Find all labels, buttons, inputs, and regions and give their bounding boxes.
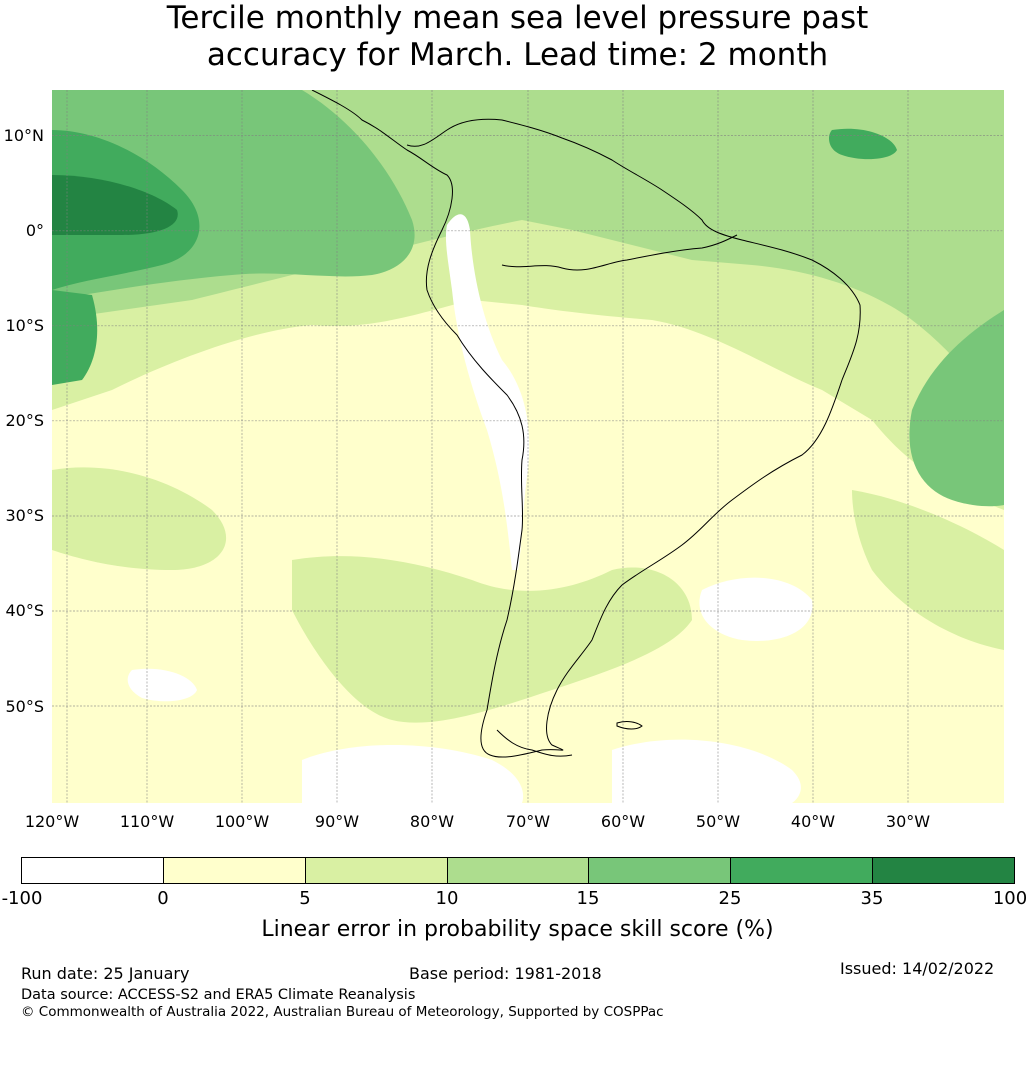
colorbar-segment-3	[447, 858, 590, 883]
tierra-del-fuego	[496, 729, 573, 757]
lon-label-50w: 50°W	[695, 812, 741, 831]
skill-zone-white-se2	[612, 739, 801, 803]
lat-label-10s: 10°S	[5, 316, 44, 335]
lon-label-60w: 60°W	[600, 812, 646, 831]
colorbar-tick-25: 25	[718, 888, 742, 909]
skill-zone-white-south	[302, 745, 524, 803]
lat-label-20s: 20°S	[5, 411, 44, 430]
skill-zone-white-andes	[445, 214, 530, 570]
base-period: Base period: 1981-2018	[409, 964, 602, 983]
colorbar-tick-0: 0	[157, 888, 169, 909]
skill-zone-ne-35	[829, 128, 897, 160]
skill-zone-west-low-35	[52, 290, 98, 385]
lon-label-70w: 70°W	[505, 812, 551, 831]
amazon-river	[501, 234, 738, 271]
lon-label-100w: 100°W	[214, 812, 270, 831]
colorbar-segment-6	[873, 858, 1015, 883]
lat-label-0: 0°	[25, 221, 44, 240]
graticule	[52, 90, 1004, 803]
lon-label-110w: 110°W	[119, 812, 175, 831]
lat-label-10n: 10°N	[3, 126, 44, 145]
lon-label-30w: 30°W	[885, 812, 931, 831]
colorbar-tick-5: 5	[299, 888, 311, 909]
title-line-2: accuracy for March. Lead time: 2 month	[206, 37, 829, 73]
map-svg	[52, 90, 1004, 803]
data-source: Data source: ACCESS-S2 and ERA5 Climate …	[21, 987, 416, 1003]
run-date: Run date: 25 January	[21, 964, 190, 983]
colorbar-segment-4	[589, 858, 732, 883]
skill-zone-east-25	[909, 310, 1004, 507]
skill-zone-white-se	[699, 577, 813, 641]
colorbar-tick-15: 15	[576, 888, 600, 909]
south-america-coastline	[311, 90, 861, 758]
chart-title: Tercile monthly mean sea level pressure …	[0, 0, 1035, 74]
skill-zone-white-sw	[127, 668, 197, 702]
colorbar-segment-0	[22, 858, 164, 883]
skill-zone-sw-10	[52, 467, 227, 570]
colorbar-tick-10: 10	[435, 888, 459, 909]
colorbar	[21, 857, 1015, 884]
lat-label-40s: 40°S	[5, 601, 44, 620]
skill-zone-west-100	[52, 175, 178, 235]
lon-label-90w: 90°W	[314, 812, 360, 831]
copyright: © Commonwealth of Australia 2022, Austra…	[21, 1004, 664, 1020]
colorbar-tick-100: 100	[992, 888, 1028, 909]
lat-label-30s: 30°S	[5, 506, 44, 525]
colorbar-segment-5	[731, 858, 874, 883]
map-panel[interactable]	[52, 90, 1004, 803]
colorbar-tick-minus100: -100	[1, 888, 43, 909]
falkland-islands	[616, 721, 643, 730]
lon-label-120w: 120°W	[24, 812, 80, 831]
skill-zone-south-10	[292, 556, 692, 723]
colorbar-segment-2	[305, 858, 448, 883]
colorbar-tick-35: 35	[860, 888, 884, 909]
lon-label-40w: 40°W	[790, 812, 836, 831]
colorbar-title: Linear error in probability space skill …	[261, 917, 774, 942]
title-line-1: Tercile monthly mean sea level pressure …	[166, 0, 869, 36]
lat-label-50s: 50°S	[5, 697, 44, 716]
issued-date: Issued: 14/02/2022	[840, 959, 995, 978]
lon-label-80w: 80°W	[409, 812, 455, 831]
colorbar-segment-1	[163, 858, 306, 883]
skill-zone-se-10	[852, 490, 1004, 650]
